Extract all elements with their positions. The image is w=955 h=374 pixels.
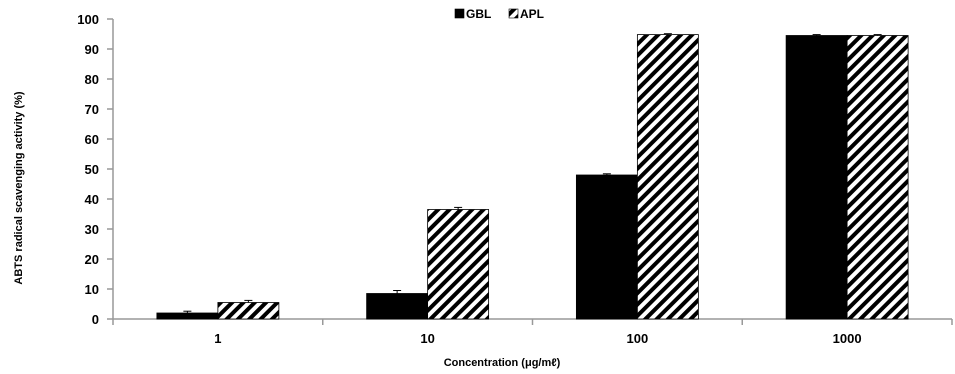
x-axis-title: Concentration (μg/mℓ) — [444, 357, 561, 369]
x-tick-label: 100 — [627, 331, 649, 346]
x-tick-label: 1000 — [833, 331, 862, 346]
bar-apl — [217, 302, 280, 320]
y-tick-label: 60 — [85, 132, 99, 147]
bars — [156, 33, 909, 320]
x-tick-label: 10 — [420, 331, 434, 346]
bar-gbl — [156, 312, 219, 320]
bar-apl — [846, 35, 909, 320]
y-tick-label: 70 — [85, 102, 99, 117]
y-axis: 0 10 20 30 40 50 60 70 80 90 100 — [77, 12, 114, 327]
y-tick-label: 90 — [85, 42, 99, 57]
y-tick-label: 10 — [85, 282, 99, 297]
y-tick-label: 50 — [85, 162, 99, 177]
y-axis-title: ABTS radical scavenging activity (%) — [13, 91, 25, 285]
legend: GBL APL — [454, 7, 544, 21]
y-tick-label: 30 — [85, 222, 99, 237]
y-tick-label: 80 — [85, 72, 99, 87]
legend-label-apl: APL — [520, 7, 544, 21]
x-tick-label: 1 — [214, 331, 221, 346]
bar-apl — [427, 209, 490, 320]
bar-gbl — [785, 35, 848, 320]
y-tick-label: 100 — [77, 12, 99, 27]
bar-gbl — [575, 174, 638, 320]
y-tick-label: 20 — [85, 252, 99, 267]
y-tick-label: 0 — [92, 312, 99, 327]
bar-gbl — [366, 293, 429, 320]
bar-apl — [636, 34, 699, 320]
legend-swatch-apl — [508, 8, 519, 19]
legend-label-gbl: GBL — [466, 7, 491, 21]
y-tick-label: 40 — [85, 192, 99, 207]
x-axis: 1 10 100 1000 — [112, 318, 953, 346]
legend-swatch-gbl — [454, 8, 465, 19]
